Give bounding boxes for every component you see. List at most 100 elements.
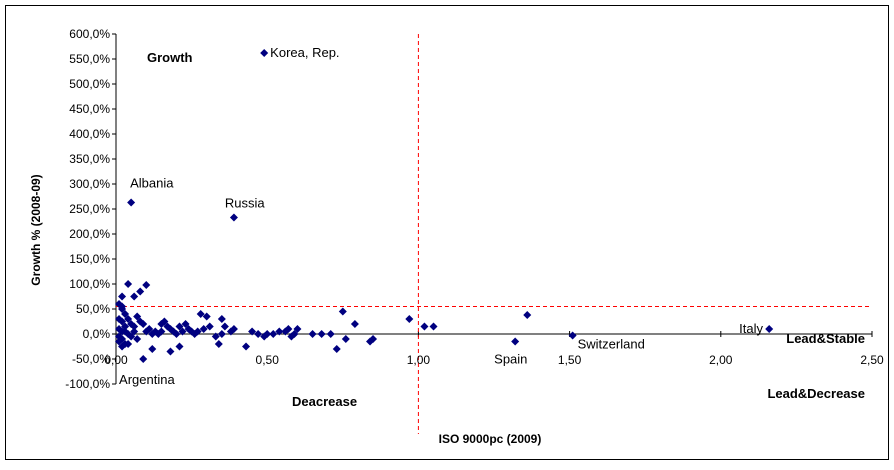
x-tick-label: 2,00 bbox=[709, 353, 733, 367]
x-axis-title: ISO 9000pc (2009) bbox=[439, 432, 542, 446]
data-point bbox=[254, 330, 263, 338]
axes-layer bbox=[112, 33, 873, 385]
data-point bbox=[765, 325, 774, 333]
chart-border bbox=[5, 5, 889, 460]
data-point bbox=[341, 335, 350, 343]
data-point bbox=[181, 320, 190, 328]
data-point bbox=[118, 305, 127, 313]
data-point bbox=[269, 330, 278, 338]
data-point bbox=[511, 337, 520, 346]
data-point bbox=[217, 330, 226, 338]
data-point bbox=[229, 325, 238, 333]
data-point bbox=[202, 312, 211, 321]
x-tick-label: 1,00 bbox=[407, 353, 431, 367]
data-point bbox=[405, 315, 414, 323]
data-point bbox=[166, 347, 175, 356]
quadrant-label: Deacrease bbox=[292, 394, 357, 409]
data-point bbox=[369, 335, 378, 343]
data-point bbox=[196, 310, 205, 318]
data-point bbox=[118, 292, 127, 301]
data-point bbox=[142, 281, 151, 289]
annotation-label: Russia bbox=[225, 196, 266, 211]
data-point bbox=[130, 322, 139, 331]
y-tick-label: 50,0% bbox=[76, 302, 110, 316]
x-tick-label: 0,00 bbox=[104, 353, 128, 367]
data-point bbox=[118, 342, 127, 351]
data-point bbox=[220, 322, 229, 331]
data-point bbox=[217, 315, 226, 323]
data-point bbox=[121, 327, 130, 336]
annotation-label: Albania bbox=[130, 176, 174, 191]
y-tick-label: 500,0% bbox=[69, 77, 110, 91]
data-point bbox=[275, 327, 284, 336]
quadrant-label: Growth bbox=[147, 50, 193, 65]
data-point bbox=[523, 311, 532, 319]
data-point bbox=[127, 332, 136, 341]
y-tick-label: 350,0% bbox=[69, 152, 110, 166]
data-point bbox=[178, 327, 187, 336]
data-point bbox=[139, 355, 148, 363]
data-point bbox=[293, 325, 302, 333]
data-point bbox=[115, 337, 124, 346]
data-point bbox=[157, 320, 166, 328]
y-tick-label: 550,0% bbox=[69, 52, 110, 66]
data-point bbox=[148, 345, 157, 353]
data-point bbox=[263, 330, 272, 338]
data-point bbox=[326, 330, 335, 338]
data-point bbox=[118, 317, 127, 326]
data-point bbox=[248, 327, 257, 336]
data-point bbox=[568, 331, 577, 340]
data-point bbox=[308, 330, 317, 338]
data-point bbox=[284, 325, 293, 333]
data-point bbox=[332, 345, 341, 353]
y-tick-label: 0,0% bbox=[83, 327, 111, 341]
data-point bbox=[175, 322, 184, 331]
y-tick-label: -100,0% bbox=[65, 377, 110, 391]
y-tick-label: 150,0% bbox=[69, 252, 110, 266]
annotation-label: Italy bbox=[739, 321, 763, 336]
data-point bbox=[145, 325, 154, 333]
x-tick-label: 0,50 bbox=[256, 353, 280, 367]
data-point bbox=[260, 49, 269, 57]
data-point bbox=[338, 307, 347, 316]
data-point bbox=[115, 332, 124, 341]
x-tick-label: 1,50 bbox=[558, 353, 582, 367]
data-point bbox=[317, 330, 326, 338]
data-point bbox=[350, 320, 359, 328]
annotation-label: Switzerland bbox=[578, 337, 645, 352]
tick-labels: 600,0% 550,0% 500,0% 450,0% 400,0% 350,0% 300,… bbox=[65, 27, 884, 391]
annotation-label: Korea, Rep. bbox=[270, 45, 339, 60]
data-point bbox=[175, 342, 184, 351]
data-point bbox=[124, 315, 133, 323]
data-point bbox=[121, 310, 130, 318]
y-tick-label: 400,0% bbox=[69, 127, 110, 141]
data-point bbox=[429, 322, 438, 331]
text-labels: Korea, Rep. Albania Russia Spain Switzerland… bbox=[119, 45, 865, 409]
data-point bbox=[133, 335, 142, 343]
quadrant-label: Lead&Stable bbox=[786, 331, 865, 346]
data-point bbox=[130, 292, 139, 301]
y-tick-label: 600,0% bbox=[69, 27, 110, 41]
data-point bbox=[124, 280, 133, 288]
annotation-label: Spain bbox=[494, 352, 527, 367]
data-point bbox=[157, 327, 166, 336]
reference-lines bbox=[116, 34, 872, 434]
data-point bbox=[136, 287, 145, 296]
data-point bbox=[139, 320, 148, 328]
annotation-label: Argentina bbox=[119, 372, 175, 387]
data-point bbox=[193, 327, 202, 336]
data-point bbox=[242, 342, 251, 351]
data-point bbox=[229, 213, 238, 222]
data-point bbox=[199, 325, 208, 333]
y-tick-label: -50,0% bbox=[72, 352, 110, 366]
y-tick-label: 300,0% bbox=[69, 177, 110, 191]
data-points bbox=[115, 49, 774, 363]
data-point bbox=[130, 327, 139, 336]
y-tick-label: 100,0% bbox=[69, 277, 110, 291]
data-point bbox=[127, 198, 136, 207]
data-point bbox=[420, 322, 429, 331]
data-point bbox=[211, 332, 220, 341]
data-point bbox=[124, 340, 133, 348]
